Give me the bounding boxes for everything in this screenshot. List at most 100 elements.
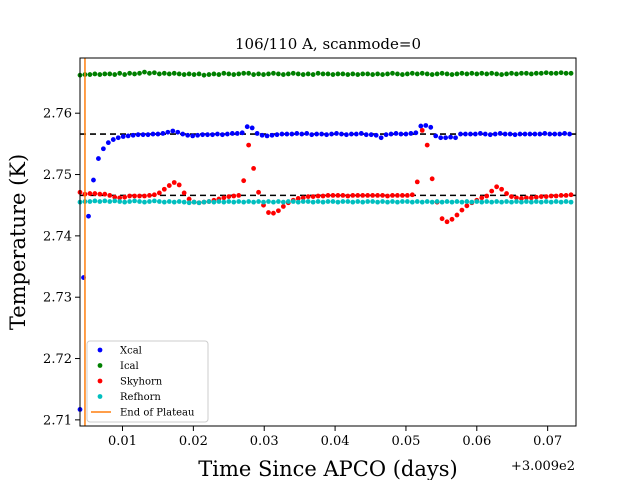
refhorn-point: [142, 199, 147, 205]
ical-point: [469, 70, 475, 76]
xcal-point: [413, 130, 419, 136]
xcal-point: [329, 131, 334, 137]
ical-point: [409, 70, 415, 76]
ical-point: [241, 70, 247, 76]
ical-point: [345, 72, 351, 77]
refhorn-point: [355, 199, 361, 204]
skyhorn-point: [459, 207, 465, 213]
refhorn-point: [211, 199, 217, 205]
ical-point: [414, 71, 420, 77]
refhorn-point: [395, 199, 400, 205]
legend-marker-xcal: [97, 347, 103, 353]
skyhorn-point: [246, 142, 252, 148]
skyhorn-point: [300, 195, 306, 201]
skyhorn-point: [325, 192, 331, 198]
refhorn-point: [434, 199, 440, 204]
xcal-point: [274, 132, 280, 138]
xcal-point: [309, 132, 315, 138]
x-axis-ticks: 0.01 0.02 0.03 0.04 0.05 0.06 0.07: [108, 426, 562, 449]
ical-point: [439, 70, 445, 76]
ical-point: [459, 70, 465, 76]
refhorn-point: [181, 199, 187, 205]
xcal-point: [368, 132, 374, 138]
skyhorn-point: [409, 192, 415, 198]
xcal-point: [433, 133, 439, 139]
skyhorn-point: [295, 196, 301, 201]
skyhorn-point: [87, 191, 93, 196]
skyhorn-point: [355, 192, 361, 198]
refhorn-point: [236, 199, 242, 204]
xcal-point: [239, 130, 245, 136]
refhorn-point: [206, 199, 212, 204]
ical-point: [87, 72, 93, 77]
refhorn-point: [117, 199, 123, 204]
refhorn-point: [261, 199, 266, 205]
ical-point: [360, 71, 366, 77]
refhorn-point: [528, 199, 534, 205]
xcal-point: [155, 131, 161, 137]
refhorn-point: [320, 199, 326, 205]
refhorn-point: [271, 199, 276, 205]
refhorn-point: [409, 199, 415, 205]
xcal-point: [512, 132, 518, 138]
ical-point: [251, 72, 256, 77]
refhorn-point: [335, 199, 341, 205]
xcal-point: [125, 133, 131, 139]
refhorn-point: [404, 199, 410, 204]
legend-box: [86, 340, 209, 423]
skyhorn-point: [280, 204, 286, 209]
refhorn-point: [176, 199, 182, 204]
skyhorn-point: [375, 192, 380, 198]
axes-frame: [79, 57, 577, 427]
refhorn-point: [315, 199, 321, 204]
xcal-point: [115, 135, 121, 141]
y-tick-label: 2.71: [43, 413, 72, 428]
refhorn-point: [519, 199, 524, 205]
x-axis-label: Time Since APCO (days): [198, 457, 457, 480]
x-offset-label: +3.009e2: [511, 459, 575, 474]
refhorn-point: [300, 199, 306, 204]
refhorn-point: [246, 199, 252, 204]
refhorn-point: [499, 199, 504, 205]
refhorn-point: [285, 199, 291, 204]
ical-point: [553, 70, 559, 76]
refhorn-point: [256, 199, 261, 204]
xcal-point: [373, 132, 379, 138]
ical-point: [424, 71, 430, 77]
xcal-point: [472, 131, 478, 137]
ical-point: [285, 71, 291, 77]
skyhorn-point: [385, 193, 390, 199]
ical-point: [484, 71, 490, 77]
ical-point: [231, 72, 237, 77]
refhorn-point: [340, 199, 346, 204]
xcal-point: [339, 131, 344, 137]
ical-point: [191, 72, 197, 77]
ical-point: [216, 72, 222, 77]
ical-point: [528, 71, 534, 77]
ical-point: [558, 70, 564, 76]
refhorn-point: [524, 199, 529, 204]
refhorn-point: [107, 199, 113, 204]
chart-title: 106/110 A, scanmode=0: [235, 35, 421, 53]
legend-marker-refhorn: [97, 394, 103, 399]
ical-point: [449, 72, 455, 77]
ical-point: [375, 71, 380, 77]
axes-border: [79, 57, 577, 427]
xcal-point: [96, 156, 101, 161]
x-tick-label: 0.01: [108, 434, 137, 449]
ical-point: [335, 71, 341, 77]
skyhorn-point: [514, 195, 519, 201]
ical-point: [474, 71, 480, 77]
xcal-point: [458, 131, 463, 137]
xcal-point: [145, 132, 151, 138]
refhorn-point: [87, 199, 93, 204]
ical-point: [300, 72, 306, 77]
refhorn-point: [156, 199, 162, 204]
refhorn-point: [152, 198, 157, 204]
xcal-point: [537, 131, 543, 137]
skyhorn-point: [186, 196, 192, 202]
y-tick-label: 2.73: [43, 291, 72, 306]
xcal-point: [348, 131, 354, 137]
skyhorn-point: [236, 192, 242, 198]
xcal-point: [110, 137, 116, 142]
